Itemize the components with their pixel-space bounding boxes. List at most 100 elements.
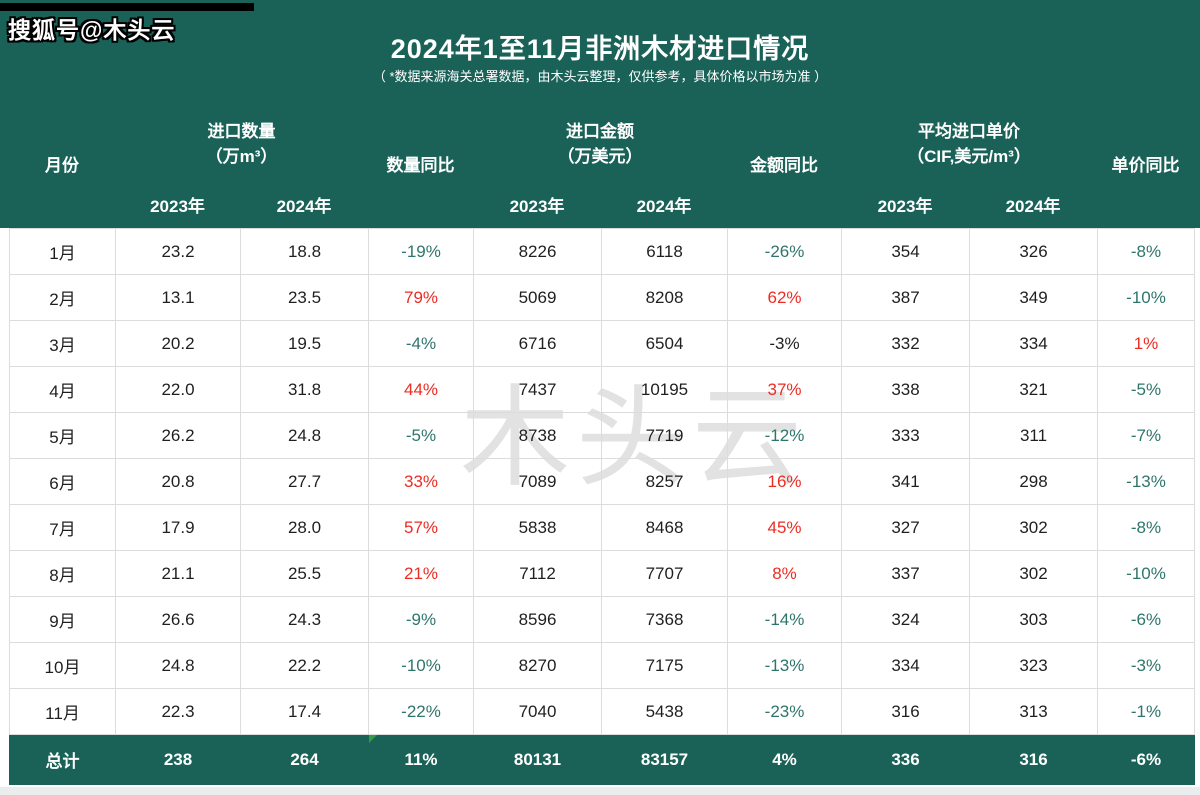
table-cell: -13% [1097,458,1195,505]
table-cell: 7719 [601,412,728,459]
table-cell: 4% [727,734,842,785]
table-cell: 45% [727,504,842,551]
table-row: 8月 21.1 25.5 21% 7112 7707 8% 337 302 -10% [9,550,1195,597]
table-row: 5月 26.2 24.8 -5% 8738 7719 -12% 333 311 -7% [9,412,1195,459]
table-cell: -26% [727,228,842,275]
table-cell: 24.3 [240,596,369,643]
table-cell: 8226 [473,228,602,275]
table-row: 11月 22.3 17.4 -22% 7040 5438 -23% 316 313 -1% [9,688,1195,735]
table-cell: 313 [969,688,1098,735]
table-cell: 338 [841,366,970,413]
table-cell: 21% [368,550,474,597]
col-header-import-amount: 进口金额 （万美元） [473,103,727,185]
green-corner-marker-icon [369,735,377,743]
table-cell: 5438 [601,688,728,735]
table-cell: -6% [1097,596,1195,643]
table-cell: 316 [841,688,970,735]
table-cell: -5% [1097,366,1195,413]
table-cell: 22.2 [240,642,369,689]
col-header-unit-price: 平均进口单价 （CIF,美元/m³） [841,103,1097,185]
column-headers: 月份 进口数量 （万m³） 数量同比 进口金额 （万美元） 金额同比 平均进口单价（… [9,103,1194,228]
table-cell: -6% [1097,734,1195,785]
table-cell: -3% [1097,642,1195,689]
month-cell: 11月 [9,688,116,735]
table-cell: 19.5 [240,320,369,367]
table-cell: 333 [841,412,970,459]
table-cell: -12% [727,412,842,459]
page-subtitle: （ *数据来源海关总署数据，由木头云整理，仅供参考，具体价格以市场为准 ） [372,69,828,84]
table-cell: 13.1 [115,274,241,321]
year-header-price-2024: 2024年 [1005,196,1061,216]
table-cell: 6716 [473,320,602,367]
table-cell: 326 [969,228,1098,275]
table-cell: 5069 [473,274,602,321]
table-cell: 6118 [601,228,728,275]
table-cell: 21.1 [115,550,241,597]
table-cell: 17.4 [240,688,369,735]
month-cell: 3月 [9,320,116,367]
import-quantity-label: 进口数量 （万m³） [205,121,278,167]
month-cell: 2月 [9,274,116,321]
table-cell: 341 [841,458,970,505]
table-cell: 337 [841,550,970,597]
table-cell: -7% [1097,412,1195,459]
table-cell: 23.5 [240,274,369,321]
col-header-month: 月份 [45,155,79,175]
table-cell: 37% [727,366,842,413]
table-cell: 33% [368,458,474,505]
table-cell: 17.9 [115,504,241,551]
table-cell: 16% [727,458,842,505]
year-header-qty-2023: 2023年 [150,196,205,216]
table-cell: -14% [727,596,842,643]
table-header-band: 搜狐号@木头云 2024年1至11月非洲木材进口情况 （ *数据来源海关总署数据… [0,0,1200,228]
table-cell: 298 [969,458,1098,505]
table-row: 2月 13.1 23.5 79% 5069 8208 62% 387 349 -10% [9,274,1195,321]
table-cell: 8468 [601,504,728,551]
table-cell: 20.8 [115,458,241,505]
table-row: 7月 17.9 28.0 57% 5838 8468 45% 327 302 -8% [9,504,1195,551]
table-cell: 26.2 [115,412,241,459]
month-cell: 9月 [9,596,116,643]
month-cell: 10月 [9,642,116,689]
table-cell: 332 [841,320,970,367]
total-row: 总计 238 264 11% 80131 83157 4% 336 316 -6% [9,734,1195,785]
table-cell: 7368 [601,596,728,643]
table-cell: 23.2 [115,228,241,275]
month-cell: 5月 [9,412,116,459]
table-cell: 327 [841,504,970,551]
table-cell: 11% [368,734,474,785]
col-header-quantity-yoy: 数量同比 [386,155,455,175]
table-cell: 323 [969,642,1098,689]
month-cell: 6月 [9,458,116,505]
table-cell: 80131 [473,734,602,785]
bottom-strip [0,787,1200,795]
unit-price-label: 平均进口单价 （CIF,美元/m³） [907,121,1031,167]
table-cell: 79% [368,274,474,321]
table-cell: -3% [727,320,842,367]
table-row: 1月 23.2 18.8 -19% 8226 6118 -26% 354 326 -8% [9,228,1195,275]
table-cell: -4% [368,320,474,367]
table-cell: 324 [841,596,970,643]
table-cell: 336 [841,734,970,785]
table-cell: 321 [969,366,1098,413]
page-title: 2024年1至11月非洲木材进口情况 [390,34,810,64]
table-cell: 8738 [473,412,602,459]
table-cell: 302 [969,550,1098,597]
table-cell: 25.5 [240,550,369,597]
badge-top-bar [0,3,254,11]
table-cell: 8208 [601,274,728,321]
table-cell: -9% [368,596,474,643]
month-cell: 1月 [9,228,116,275]
year-header-amt-2024: 2024年 [636,196,692,216]
table-cell: 7040 [473,688,602,735]
table-cell: 24.8 [240,412,369,459]
year-header-qty-2024: 2024年 [276,196,332,216]
col-header-amount-yoy: 金额同比 [750,155,818,175]
month-cell: 7月 [9,504,116,551]
year-header-amt-2023: 2023年 [509,196,565,216]
table-cell: 311 [969,412,1098,459]
table-cell: 303 [969,596,1098,643]
table-cell: 7175 [601,642,728,689]
table-cell: 7112 [473,550,602,597]
